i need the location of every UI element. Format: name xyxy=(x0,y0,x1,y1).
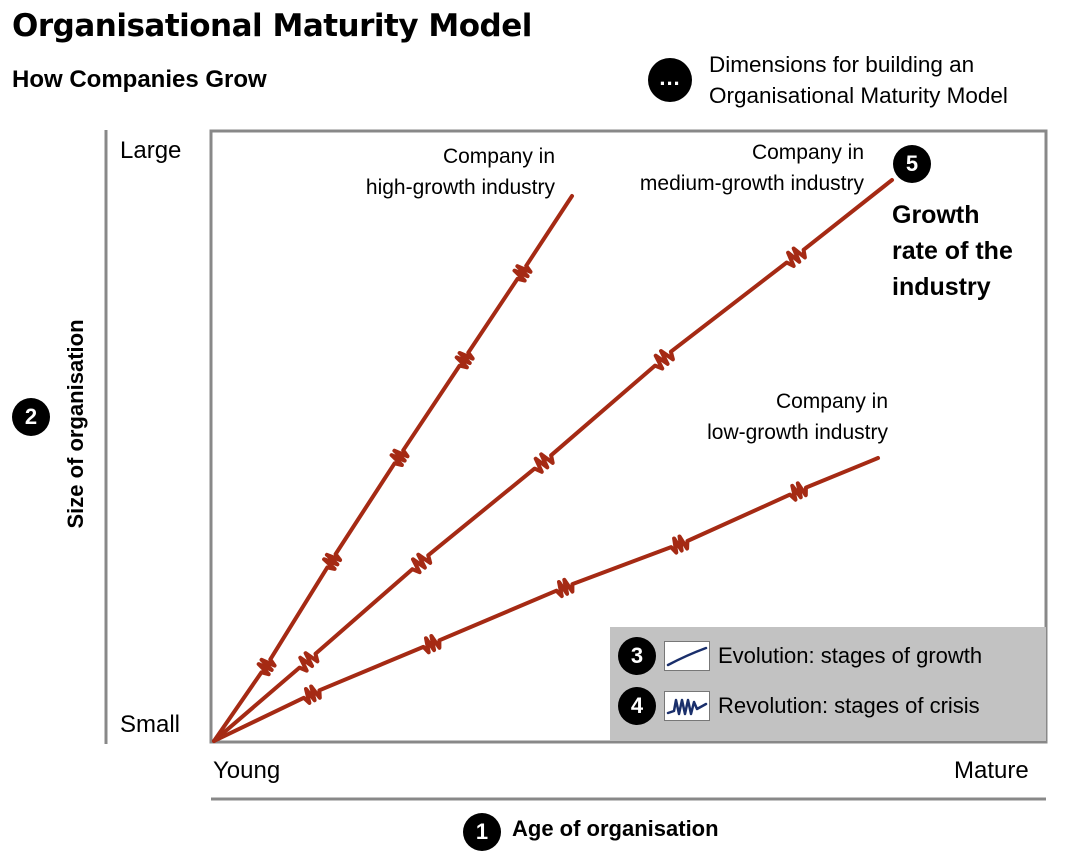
industry-growth-label: Growth rate of the industry xyxy=(892,197,1013,305)
evolution-swatch-icon xyxy=(664,641,710,671)
high-growth-label: Company in high-growth industry xyxy=(366,141,555,203)
x-axis-badge: 1 xyxy=(463,813,501,851)
low-growth-curve xyxy=(212,456,880,743)
y-axis-badge: 2 xyxy=(12,398,50,436)
dimensions-note: Dimensions for building an Organisationa… xyxy=(709,49,1008,111)
medium-growth-curve xyxy=(212,178,894,743)
dimensions-badge: ... xyxy=(648,58,692,102)
dimensions-note-line1: Dimensions for building an xyxy=(709,52,975,77)
revolution-badge: 4 xyxy=(618,687,656,725)
y-axis-top-label: Large xyxy=(120,137,182,164)
evolution-label: Evolution: stages of growth xyxy=(718,643,983,668)
medium-growth-label: Company in medium-growth industry xyxy=(640,137,864,199)
revolution-swatch-icon xyxy=(664,691,710,721)
legend: 3 Evolution: stages of growth 4 Revoluti… xyxy=(610,627,1046,741)
low-growth-label-line2: low-growth industry xyxy=(707,421,888,444)
revolution-label: Revolution: stages of crisis xyxy=(718,693,980,718)
high-growth-label-line2: high-growth industry xyxy=(365,176,555,199)
industry-growth-label-line3: industry xyxy=(892,273,991,301)
x-axis-label: Age of organisation xyxy=(512,816,719,841)
low-growth-label: Company in low-growth industry xyxy=(707,386,888,448)
evolution-badge: 3 xyxy=(618,637,656,675)
page-title: Organisational Maturity Model xyxy=(12,8,532,44)
low-growth-label-line1: Company in xyxy=(775,390,888,413)
page-subtitle: How Companies Grow xyxy=(12,66,267,93)
high-growth-label-line1: Company in xyxy=(442,145,555,168)
legend-row-revolution: 4 Revolution: stages of crisis xyxy=(618,686,980,726)
y-axis-label: Size of organisation xyxy=(63,319,88,529)
plot-frame xyxy=(209,129,1048,744)
industry-growth-label-line2: rate of the xyxy=(892,237,1013,265)
industry-growth-label-line1: Growth xyxy=(892,201,980,229)
medium-growth-label-line1: Company in xyxy=(751,141,864,164)
high-growth-curve xyxy=(212,194,574,743)
x-axis-right-label: Mature xyxy=(954,757,1029,784)
medium-growth-label-line2: medium-growth industry xyxy=(639,172,864,195)
industry-badge: 5 xyxy=(893,145,931,183)
dimensions-note-line2: Organisational Maturity Model xyxy=(709,83,1008,108)
legend-row-evolution: 3 Evolution: stages of growth xyxy=(618,636,982,676)
y-axis-bottom-label: Small xyxy=(120,711,181,738)
x-axis-left-label: Young xyxy=(213,757,281,784)
